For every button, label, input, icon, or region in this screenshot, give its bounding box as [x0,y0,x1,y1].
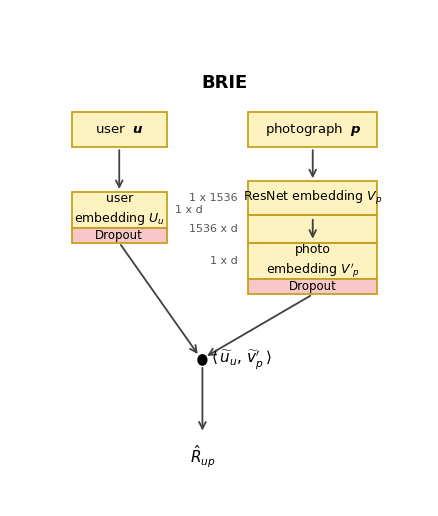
FancyBboxPatch shape [72,192,167,228]
Text: 1536 x d: 1536 x d [189,224,238,234]
FancyBboxPatch shape [248,244,377,279]
Text: BRIE: BRIE [201,74,247,92]
Text: $\hat{R}_{up}$: $\hat{R}_{up}$ [190,443,215,470]
Text: $\langle\, \widetilde{u}_u,\, \widetilde{v}^{\prime}_p\, \rangle$: $\langle\, \widetilde{u}_u,\, \widetilde… [211,348,272,372]
Text: user  $\boldsymbol{u}$: user $\boldsymbol{u}$ [95,123,143,136]
Text: user
embedding $\boldsymbol{U_u}$: user embedding $\boldsymbol{U_u}$ [74,192,165,227]
Text: ResNet embedding $\boldsymbol{V_p}$: ResNet embedding $\boldsymbol{V_p}$ [243,189,382,207]
FancyBboxPatch shape [248,279,377,294]
Text: Dropout: Dropout [95,229,143,241]
FancyBboxPatch shape [248,181,377,215]
Text: 1 x 1536: 1 x 1536 [189,193,238,203]
FancyBboxPatch shape [248,111,377,148]
Polygon shape [248,215,377,244]
FancyBboxPatch shape [72,228,167,243]
Circle shape [198,354,207,365]
Text: photograph  $\boldsymbol{p}$: photograph $\boldsymbol{p}$ [265,121,361,138]
Text: Dropout: Dropout [289,280,337,293]
FancyBboxPatch shape [72,111,167,148]
Text: photo
embedding $\boldsymbol{V'_p}$: photo embedding $\boldsymbol{V'_p}$ [266,243,360,280]
Text: 1 x d: 1 x d [210,256,238,266]
Text: 1 x d: 1 x d [175,205,203,215]
